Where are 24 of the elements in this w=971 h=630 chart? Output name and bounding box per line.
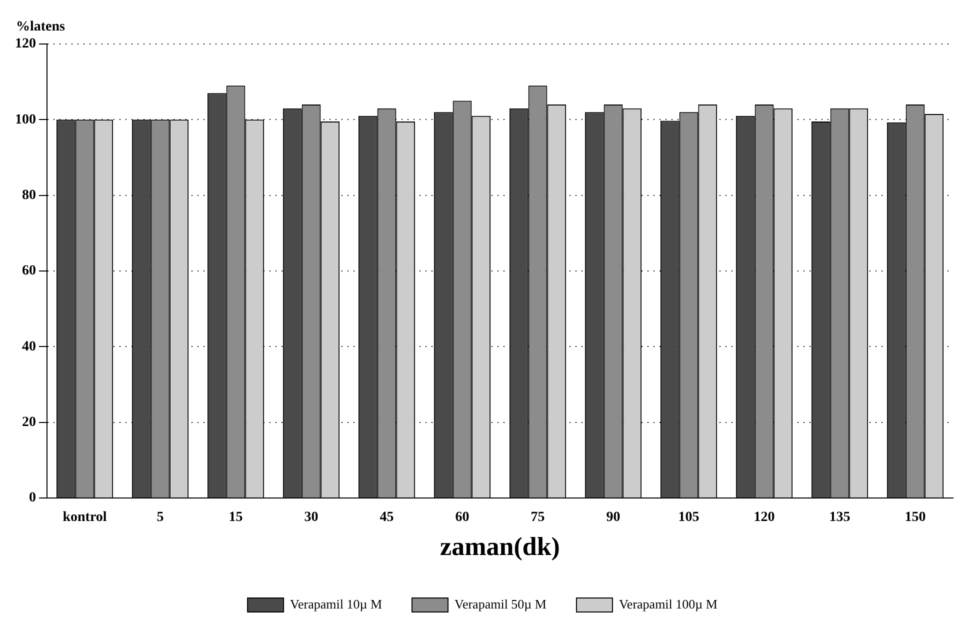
- x-tick-label: 105: [678, 510, 700, 526]
- x-tick-label: kontrol: [62, 510, 107, 526]
- x-tick-label: 45: [380, 510, 394, 526]
- x-tick-label: 150: [904, 510, 926, 526]
- x-tick-label: 120: [754, 510, 775, 526]
- x-tick-label: 75: [530, 510, 545, 526]
- x-tick-label: 135: [829, 510, 850, 526]
- x-tick-label: 60: [455, 510, 470, 526]
- x-axis-title: zaman(dk): [440, 532, 560, 562]
- legend-label: Verapamil 10µ M: [290, 596, 382, 612]
- x-tick-label: 5: [156, 510, 164, 526]
- legend-label: Verapamil 100µ M: [618, 596, 718, 612]
- x-tick-label: 90: [606, 510, 620, 526]
- x-tick-label: 30: [304, 510, 318, 526]
- y-tick-label: 0: [29, 490, 36, 506]
- y-tick-label: 20: [22, 414, 36, 430]
- y-tick-label: 120: [15, 36, 36, 52]
- x-tick-label: 15: [228, 510, 243, 526]
- y-tick-label: 60: [22, 264, 36, 279]
- legend-label: Verapamil 50µ M: [454, 596, 547, 612]
- y-axis-title: %latens: [16, 20, 66, 35]
- y-tick-label: 80: [22, 188, 36, 203]
- y-tick-label: 40: [22, 339, 36, 354]
- y-tick-label: 100: [15, 112, 36, 128]
